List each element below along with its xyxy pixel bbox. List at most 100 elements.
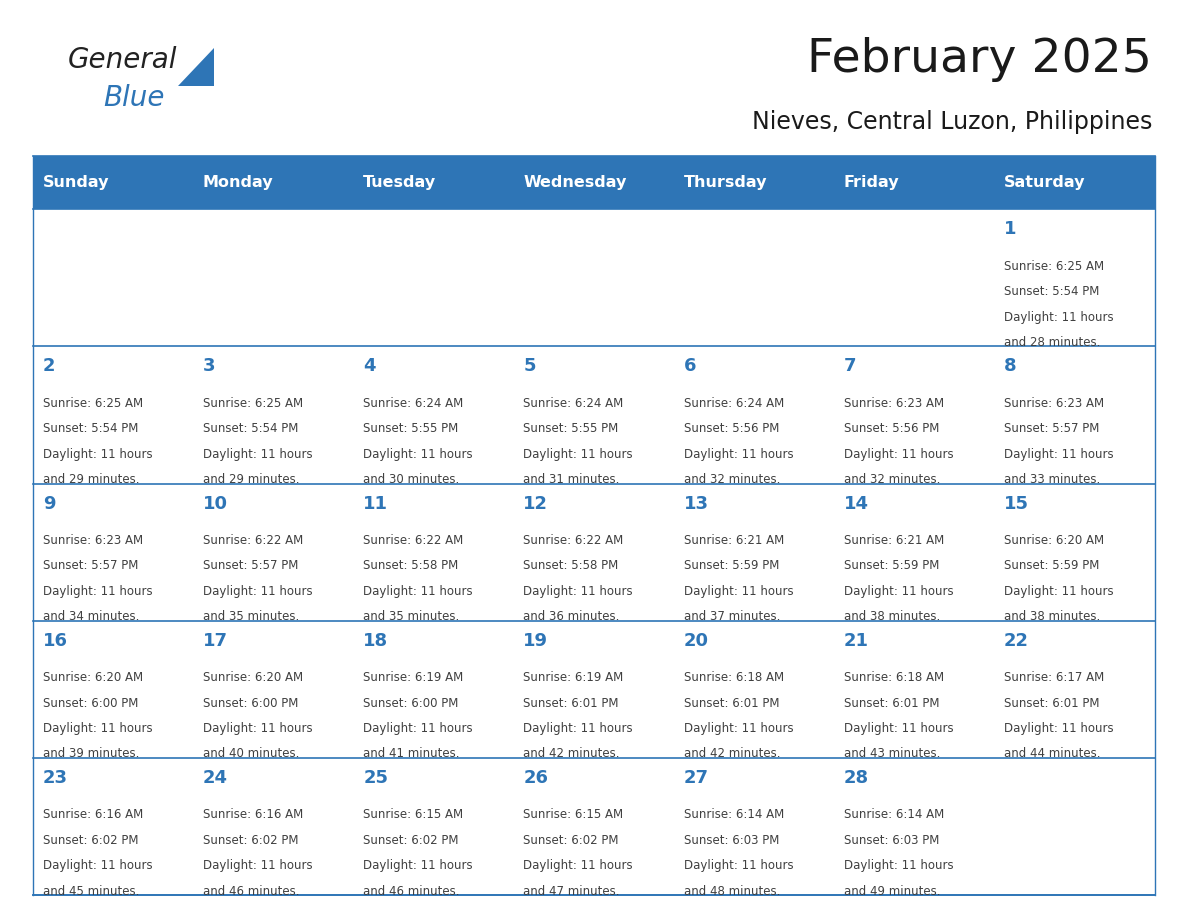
Text: Daylight: 11 hours: Daylight: 11 hours [364,448,473,461]
Text: Daylight: 11 hours: Daylight: 11 hours [1004,722,1113,735]
Text: and 29 minutes.: and 29 minutes. [203,473,299,486]
Text: 6: 6 [683,357,696,375]
Text: Sunrise: 6:15 AM: Sunrise: 6:15 AM [364,809,463,822]
Text: and 28 minutes.: and 28 minutes. [1004,336,1100,349]
Text: Daylight: 11 hours: Daylight: 11 hours [843,722,954,735]
Text: Sunset: 5:59 PM: Sunset: 5:59 PM [843,559,940,573]
Text: 3: 3 [203,357,215,375]
Text: and 49 minutes.: and 49 minutes. [843,885,941,898]
Text: and 41 minutes.: and 41 minutes. [364,747,460,760]
Text: Sunset: 6:00 PM: Sunset: 6:00 PM [43,697,138,710]
Text: Daylight: 11 hours: Daylight: 11 hours [203,722,312,735]
Text: Sunset: 5:56 PM: Sunset: 5:56 PM [843,422,940,435]
Text: and 29 minutes.: and 29 minutes. [43,473,139,486]
Text: and 35 minutes.: and 35 minutes. [203,610,299,623]
Text: Sunset: 6:01 PM: Sunset: 6:01 PM [683,697,779,710]
Text: Sunrise: 6:16 AM: Sunrise: 6:16 AM [203,809,303,822]
Text: Saturday: Saturday [1004,175,1086,190]
Text: Daylight: 11 hours: Daylight: 11 hours [43,859,152,872]
Text: Daylight: 11 hours: Daylight: 11 hours [203,448,312,461]
Text: 24: 24 [203,769,228,787]
Text: Daylight: 11 hours: Daylight: 11 hours [524,585,633,598]
Text: and 48 minutes.: and 48 minutes. [683,885,781,898]
Text: Daylight: 11 hours: Daylight: 11 hours [524,722,633,735]
Text: Sunset: 5:54 PM: Sunset: 5:54 PM [203,422,298,435]
Text: Daylight: 11 hours: Daylight: 11 hours [1004,585,1113,598]
Text: Sunrise: 6:21 AM: Sunrise: 6:21 AM [843,534,944,547]
Text: and 30 minutes.: and 30 minutes. [364,473,460,486]
Text: and 45 minutes.: and 45 minutes. [43,885,139,898]
Text: Blue: Blue [103,84,165,113]
Text: Sunset: 5:57 PM: Sunset: 5:57 PM [1004,422,1099,435]
Text: Sunrise: 6:22 AM: Sunrise: 6:22 AM [524,534,624,547]
Text: Daylight: 11 hours: Daylight: 11 hours [43,448,152,461]
Text: Sunset: 5:54 PM: Sunset: 5:54 PM [1004,285,1099,298]
Text: Sunrise: 6:23 AM: Sunrise: 6:23 AM [43,534,143,547]
Text: 26: 26 [524,769,549,787]
Text: and 31 minutes.: and 31 minutes. [524,473,620,486]
Text: Daylight: 11 hours: Daylight: 11 hours [43,585,152,598]
Text: Sunset: 6:02 PM: Sunset: 6:02 PM [203,834,298,846]
Text: and 33 minutes.: and 33 minutes. [1004,473,1100,486]
Text: and 47 minutes.: and 47 minutes. [524,885,620,898]
Text: 2: 2 [43,357,56,375]
Text: Sunrise: 6:23 AM: Sunrise: 6:23 AM [843,397,944,410]
Text: and 46 minutes.: and 46 minutes. [364,885,460,898]
Text: Daylight: 11 hours: Daylight: 11 hours [683,585,794,598]
Text: Daylight: 11 hours: Daylight: 11 hours [524,448,633,461]
Text: and 38 minutes.: and 38 minutes. [843,610,940,623]
Text: Daylight: 11 hours: Daylight: 11 hours [43,722,152,735]
Text: 21: 21 [843,632,868,650]
Text: Sunrise: 6:14 AM: Sunrise: 6:14 AM [843,809,944,822]
Text: 15: 15 [1004,495,1029,512]
Text: Thursday: Thursday [683,175,767,190]
Text: Sunset: 6:03 PM: Sunset: 6:03 PM [683,834,779,846]
Text: Sunrise: 6:22 AM: Sunrise: 6:22 AM [364,534,463,547]
Text: Sunrise: 6:24 AM: Sunrise: 6:24 AM [524,397,624,410]
Text: and 37 minutes.: and 37 minutes. [683,610,781,623]
Text: 23: 23 [43,769,68,787]
Text: and 42 minutes.: and 42 minutes. [683,747,781,760]
Text: Sunset: 5:54 PM: Sunset: 5:54 PM [43,422,138,435]
Text: 14: 14 [843,495,868,512]
Text: Daylight: 11 hours: Daylight: 11 hours [364,585,473,598]
Text: Sunrise: 6:24 AM: Sunrise: 6:24 AM [683,397,784,410]
Text: Sunrise: 6:20 AM: Sunrise: 6:20 AM [203,671,303,684]
Text: 12: 12 [524,495,549,512]
Text: Sunset: 6:02 PM: Sunset: 6:02 PM [524,834,619,846]
Text: and 43 minutes.: and 43 minutes. [843,747,940,760]
Text: 5: 5 [524,357,536,375]
Text: Sunset: 5:55 PM: Sunset: 5:55 PM [364,422,459,435]
Text: General: General [68,46,177,74]
Text: 16: 16 [43,632,68,650]
Text: Sunset: 5:58 PM: Sunset: 5:58 PM [364,559,459,573]
Text: Sunrise: 6:19 AM: Sunrise: 6:19 AM [524,671,624,684]
Text: Nieves, Central Luzon, Philippines: Nieves, Central Luzon, Philippines [752,110,1152,134]
Text: Daylight: 11 hours: Daylight: 11 hours [524,859,633,872]
Text: Daylight: 11 hours: Daylight: 11 hours [1004,310,1113,323]
Text: Sunrise: 6:18 AM: Sunrise: 6:18 AM [683,671,784,684]
Text: Daylight: 11 hours: Daylight: 11 hours [203,859,312,872]
Text: 11: 11 [364,495,388,512]
Text: Daylight: 11 hours: Daylight: 11 hours [683,859,794,872]
Text: 8: 8 [1004,357,1017,375]
Text: Daylight: 11 hours: Daylight: 11 hours [843,448,954,461]
Text: Sunrise: 6:25 AM: Sunrise: 6:25 AM [203,397,303,410]
Text: Sunset: 6:00 PM: Sunset: 6:00 PM [364,697,459,710]
Text: Sunrise: 6:20 AM: Sunrise: 6:20 AM [43,671,143,684]
Text: Sunset: 5:59 PM: Sunset: 5:59 PM [683,559,779,573]
Text: Sunset: 6:01 PM: Sunset: 6:01 PM [1004,697,1100,710]
Text: and 36 minutes.: and 36 minutes. [524,610,620,623]
Text: and 39 minutes.: and 39 minutes. [43,747,139,760]
Text: Sunset: 6:02 PM: Sunset: 6:02 PM [43,834,138,846]
Text: 9: 9 [43,495,56,512]
Text: and 40 minutes.: and 40 minutes. [203,747,299,760]
Text: Monday: Monday [203,175,273,190]
Text: Sunday: Sunday [43,175,109,190]
Text: Sunset: 6:03 PM: Sunset: 6:03 PM [843,834,940,846]
Text: 4: 4 [364,357,375,375]
Text: Sunrise: 6:25 AM: Sunrise: 6:25 AM [1004,260,1104,273]
Text: Sunrise: 6:14 AM: Sunrise: 6:14 AM [683,809,784,822]
Text: Daylight: 11 hours: Daylight: 11 hours [843,585,954,598]
Text: 18: 18 [364,632,388,650]
